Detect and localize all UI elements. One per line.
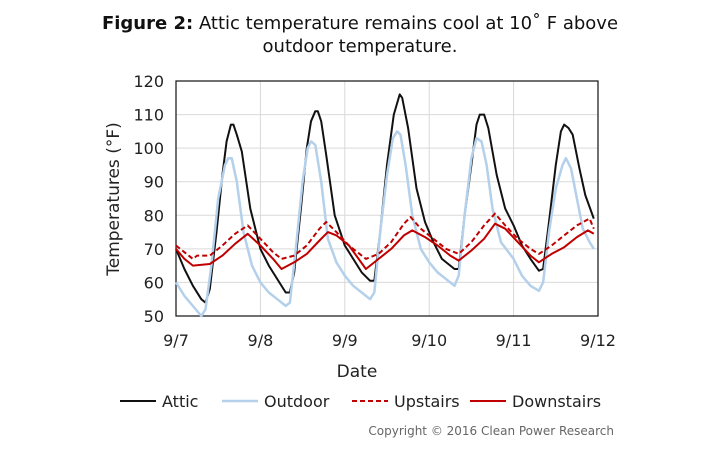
figure-label: Figure 2: bbox=[101, 13, 194, 34]
y-tick-label: 60 bbox=[144, 273, 164, 292]
title-line2: outdoor temperature. bbox=[262, 36, 458, 57]
y-tick-label: 120 bbox=[133, 72, 164, 91]
legend-label-outdoor: Outdoor bbox=[264, 392, 330, 411]
title-text: Attic temperature remains cool at 10˚ F … bbox=[198, 13, 619, 34]
x-tick-label: 9/7 bbox=[163, 331, 189, 350]
y-tick-label: 50 bbox=[144, 307, 164, 326]
plot-border bbox=[175, 80, 599, 317]
y-tick-label: 90 bbox=[144, 173, 164, 192]
x-axis-title: Date bbox=[337, 362, 378, 382]
series-line-outdoor bbox=[174, 130, 595, 318]
chart-title: Figure 2: Attic temperature remains cool… bbox=[0, 12, 720, 58]
legend-label-upstairs: Upstairs bbox=[394, 392, 460, 411]
x-tick-label: 9/10 bbox=[411, 331, 447, 350]
y-tick-label: 110 bbox=[133, 106, 164, 125]
y-tick-label: 70 bbox=[144, 240, 164, 259]
copyright: Copyright © 2016 Clean Power Research bbox=[368, 424, 614, 438]
y-axis-title: Temperatures (°F) bbox=[104, 122, 124, 277]
legend-label-attic: Attic bbox=[162, 392, 198, 411]
x-tick-label: 9/8 bbox=[248, 331, 274, 350]
y-tick-label: 80 bbox=[144, 206, 164, 225]
series-line-upstairs bbox=[175, 212, 595, 260]
series-line-downstairs bbox=[175, 222, 595, 270]
x-tick-label: 9/9 bbox=[332, 331, 358, 350]
x-tick-label: 9/11 bbox=[496, 331, 532, 350]
x-tick-label: 9/12 bbox=[580, 331, 616, 350]
legend-label-downstairs: Downstairs bbox=[512, 392, 601, 411]
y-tick-label: 100 bbox=[133, 139, 164, 158]
